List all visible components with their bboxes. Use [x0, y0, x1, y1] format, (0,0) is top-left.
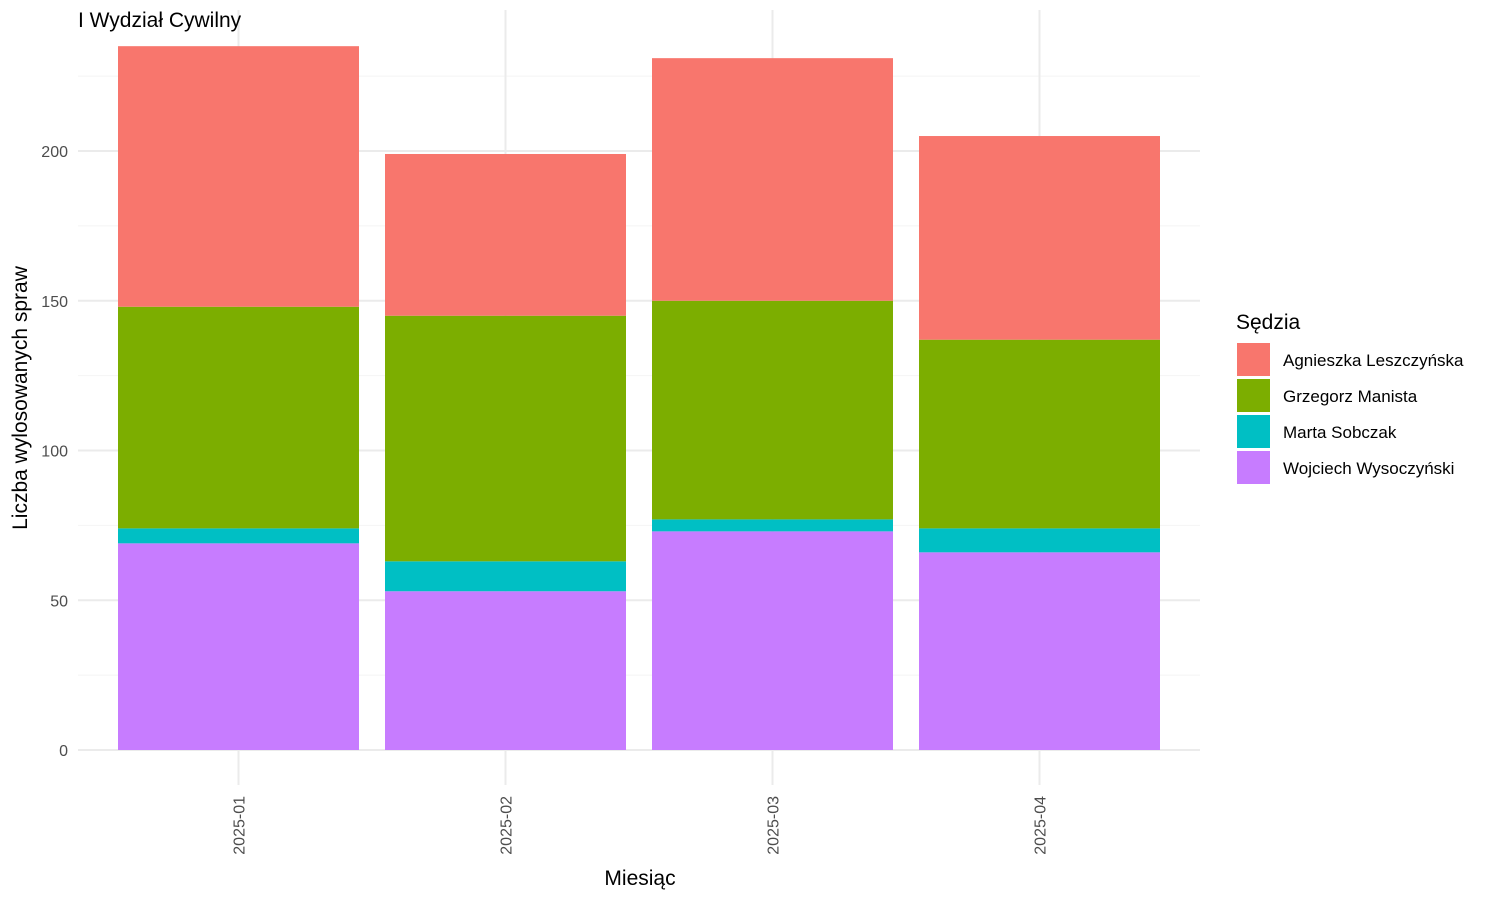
bar-segment	[118, 543, 359, 750]
y-tick-label: 200	[41, 144, 68, 161]
chart-title: I Wydział Cywilny	[78, 9, 242, 32]
legend-title: Sędzia	[1236, 311, 1301, 334]
legend: Sędzia Agnieszka Leszczyńska Grzegorz Man…	[1236, 311, 1464, 484]
bar-segment	[385, 315, 626, 562]
legend-label: Grzegorz Manista	[1283, 387, 1418, 406]
bar-segment	[652, 58, 893, 301]
bar-segment	[919, 552, 1160, 750]
legend-key	[1237, 415, 1270, 448]
y-tick-label: 100	[41, 444, 68, 461]
bar-segment	[652, 531, 893, 750]
legend-label: Agnieszka Leszczyńska	[1283, 351, 1464, 370]
bar-segment	[652, 519, 893, 532]
bar-segment	[385, 591, 626, 750]
bar-segment	[919, 528, 1160, 553]
bar-segment	[118, 46, 359, 307]
bars	[118, 46, 1160, 750]
legend-key	[1237, 379, 1270, 412]
legend-label: Wojciech Wysoczyński	[1283, 459, 1454, 478]
bar-segment	[919, 136, 1160, 340]
bar-segment	[118, 528, 359, 544]
bar-segment	[118, 306, 359, 529]
x-tick-label: 2025-03	[766, 796, 783, 855]
y-tick-label: 150	[41, 294, 68, 311]
legend-key	[1237, 451, 1270, 484]
y-tick-label: 0	[59, 743, 68, 760]
bar-segment	[919, 339, 1160, 529]
x-axis-ticks: 2025-01 2025-02 2025-03 2025-04	[232, 796, 1050, 855]
x-tick-label: 2025-01	[232, 796, 249, 855]
y-tick-label: 50	[50, 593, 68, 610]
legend-key	[1237, 343, 1270, 376]
y-axis-title: Liczba wylosowanych spraw	[9, 265, 32, 530]
x-tick-label: 2025-02	[499, 796, 516, 855]
bar-segment	[652, 300, 893, 520]
x-axis-title: Miesiąc	[604, 867, 675, 890]
legend-label: Marta Sobczak	[1283, 423, 1397, 442]
x-tick-label: 2025-04	[1033, 796, 1050, 855]
bar-segment	[385, 561, 626, 592]
bar-segment	[385, 153, 626, 316]
y-axis-ticks: 0 50 100 150 200	[41, 144, 68, 760]
